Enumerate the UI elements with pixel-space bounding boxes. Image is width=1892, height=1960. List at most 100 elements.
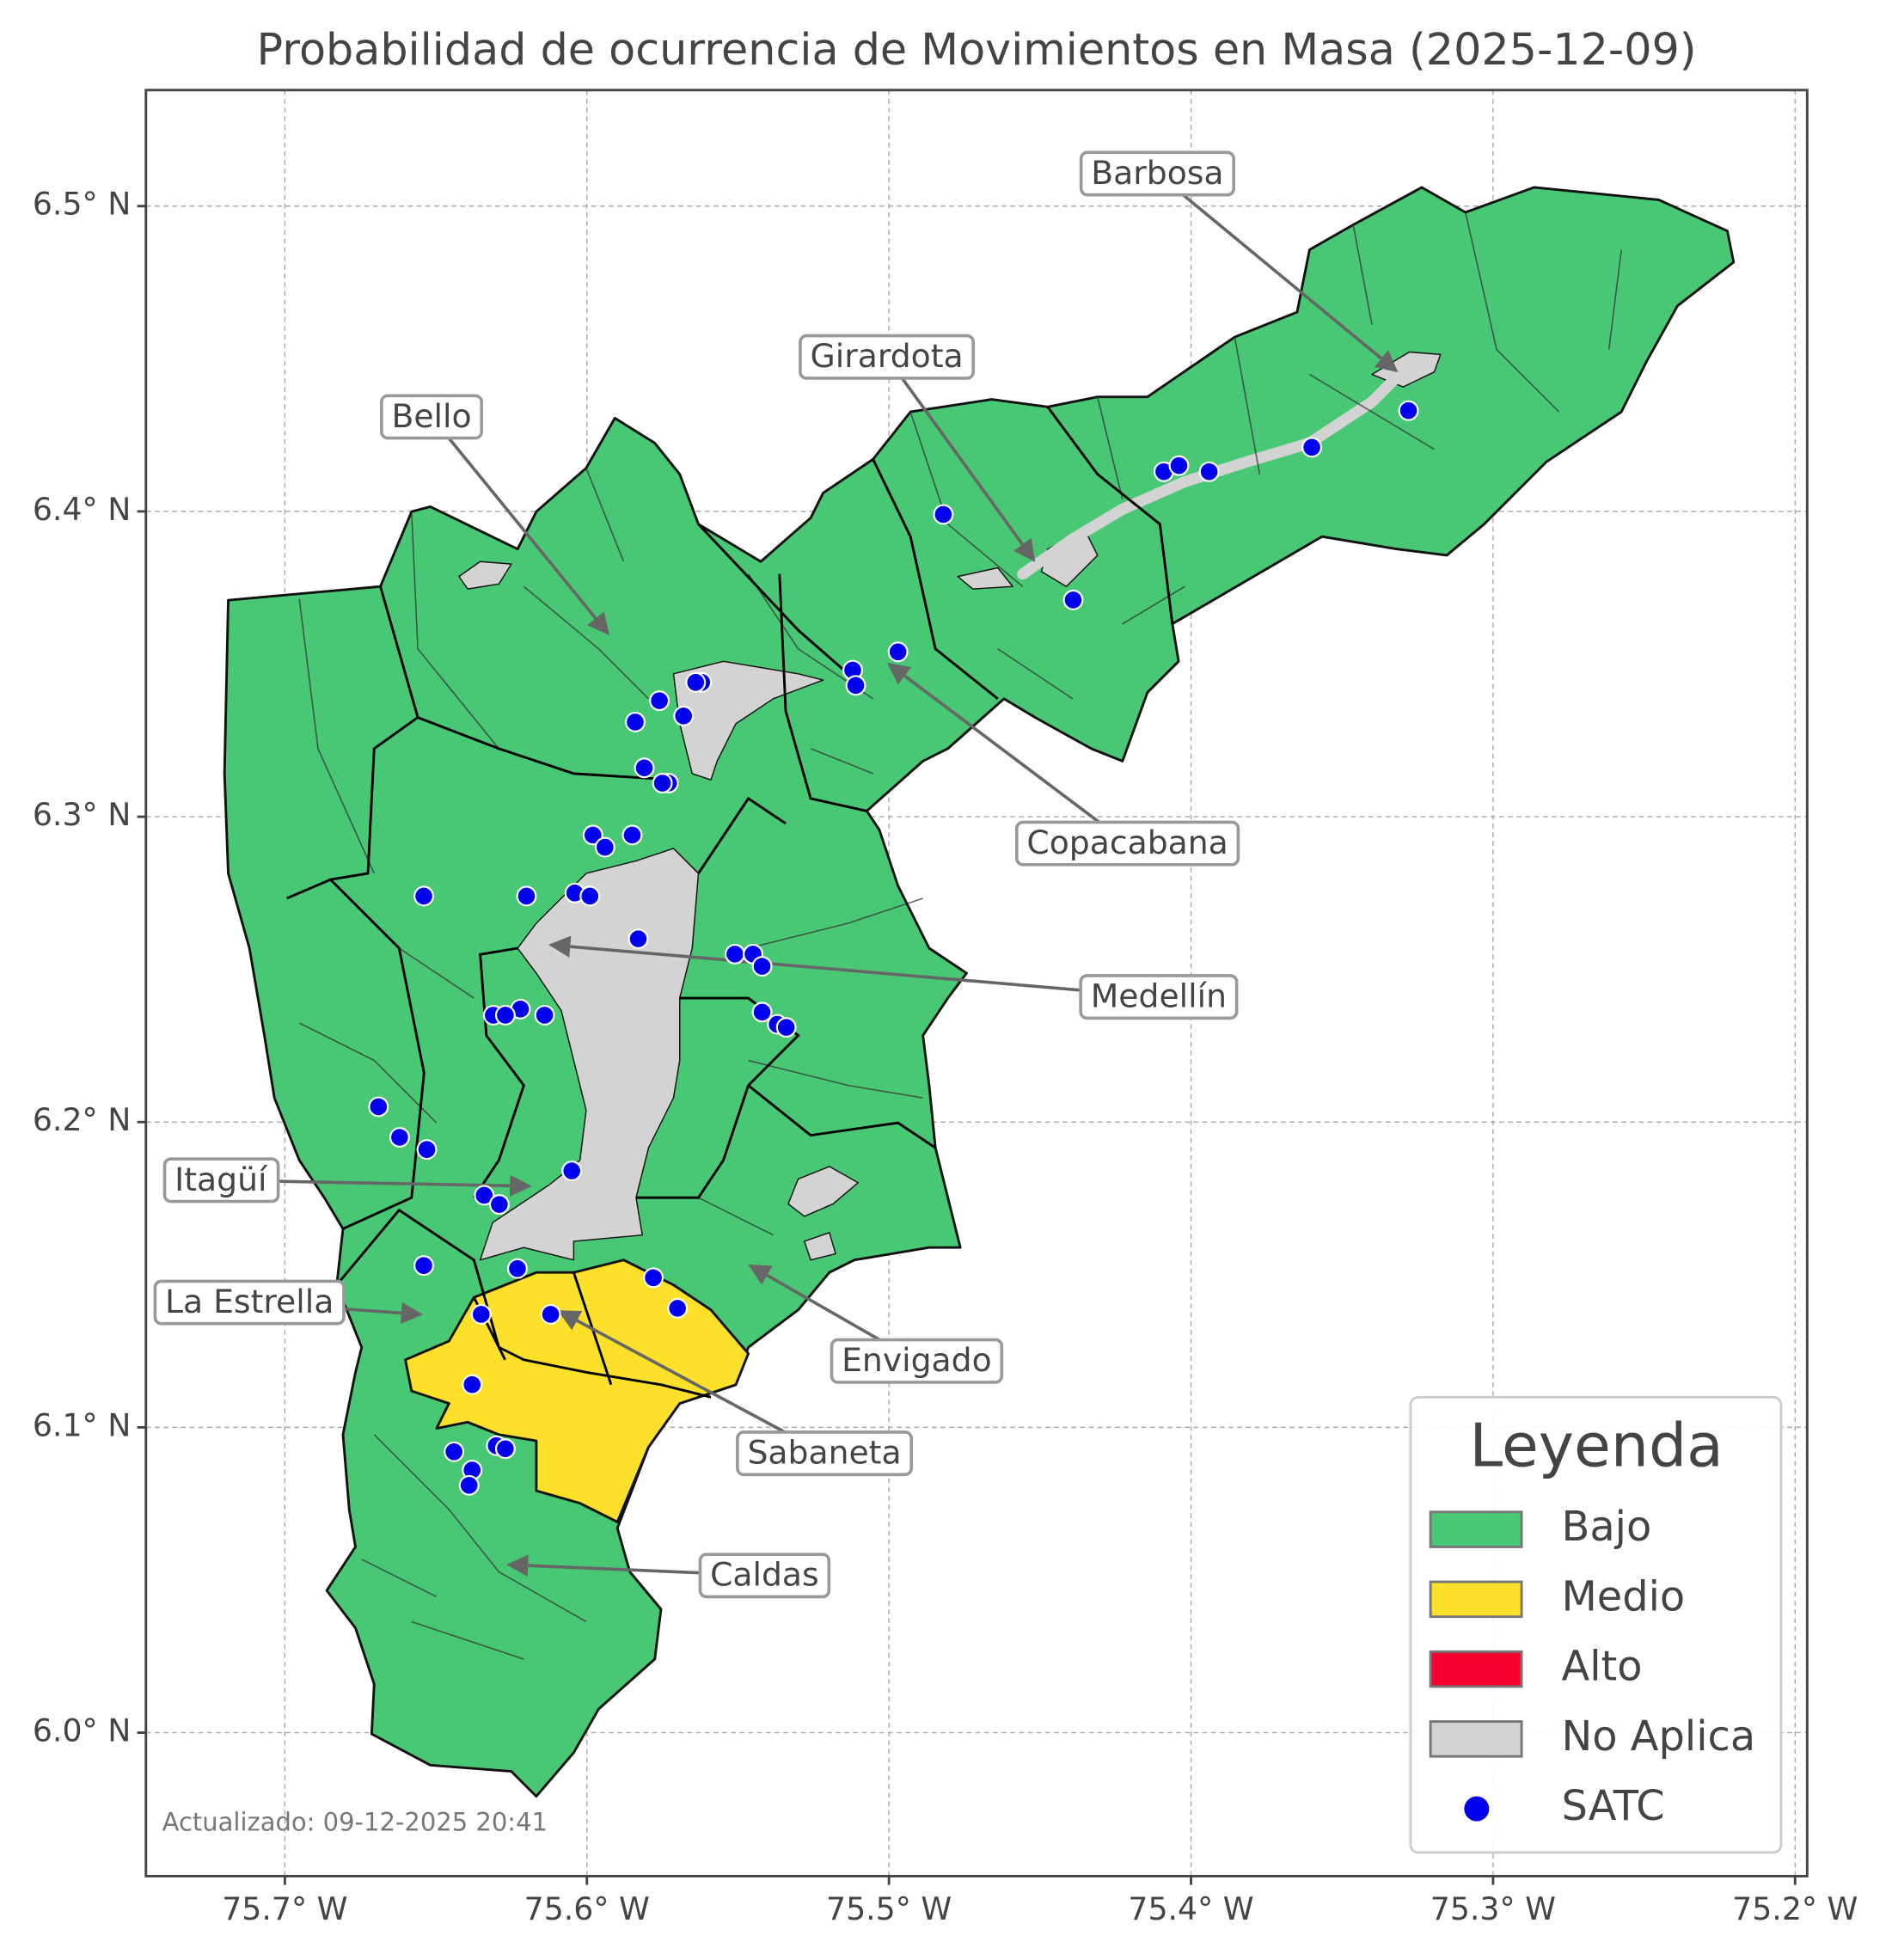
annotation-box	[799, 334, 976, 380]
annotation-arrow	[885, 356, 1036, 562]
legend-title: Leyenda	[1469, 1411, 1723, 1480]
legend-swatch	[1429, 1580, 1523, 1619]
footer-note: Actualizado: 09-12-2025 20:41	[162, 1808, 548, 1837]
satc-point	[652, 773, 673, 793]
legend-label: Bajo	[1562, 1504, 1652, 1551]
satc-point	[444, 1441, 465, 1462]
y-tick-label: 6.0° N	[33, 1712, 131, 1749]
annotation-box	[1014, 820, 1240, 867]
satc-point	[534, 1004, 555, 1026]
satc-point	[413, 885, 434, 907]
annotation-label: La Estrella	[165, 1283, 334, 1320]
satc-point	[1301, 437, 1323, 458]
satc-point	[724, 943, 745, 965]
map-frame	[144, 89, 1809, 1877]
annotation-label: Itagüí	[175, 1161, 268, 1198]
satc-point	[685, 671, 707, 693]
satc-point	[389, 1127, 410, 1148]
satc-point	[1198, 461, 1220, 482]
annotation-label: Caldas	[710, 1556, 819, 1594]
annotation-arrow	[557, 1309, 825, 1455]
y-tick-label: 6.4° N	[33, 491, 131, 528]
y-tick-label: 6.1° N	[33, 1406, 131, 1443]
annotation-box	[1079, 150, 1235, 197]
satc-point	[561, 1161, 583, 1182]
satc-point	[1062, 589, 1084, 610]
annotation-label: Bello	[391, 397, 471, 435]
satc-point	[462, 1374, 483, 1395]
x-tick-label: 75.2° W	[1732, 1890, 1858, 1927]
legend-label: SATC	[1562, 1783, 1665, 1830]
satc-point	[470, 1304, 492, 1325]
annotation-label: Envigado	[842, 1341, 992, 1379]
annotation-arrow	[1156, 172, 1399, 373]
annotation-box	[162, 1157, 280, 1204]
annotation-box	[153, 1279, 346, 1326]
satc-point	[506, 1258, 528, 1279]
satc-point	[751, 1001, 773, 1023]
annotation-arrow	[548, 935, 1160, 999]
satc-point	[1398, 400, 1419, 421]
satc-point	[643, 1267, 664, 1289]
x-tick-label: 75.3° W	[1430, 1890, 1556, 1927]
satc-point	[628, 928, 649, 950]
axes: 75.7° W 75.6° W 75.5° W 75.4° W 75.3° W 75.2°…	[33, 186, 1858, 1927]
annotation-labels: Barbosa Girardota Bello Copacabana Medellín I…	[153, 150, 1240, 1599]
x-tick-label: 75.7° W	[222, 1890, 347, 1927]
satc-point	[634, 757, 655, 779]
satc-point	[667, 1297, 689, 1319]
annotation-box	[698, 1553, 831, 1599]
satc-point	[775, 1017, 797, 1038]
legend-swatch	[1429, 1720, 1523, 1758]
satc-point	[649, 690, 670, 712]
satc-point	[488, 1194, 510, 1216]
annotation-arrow	[430, 415, 609, 635]
annotation-box	[736, 1430, 914, 1477]
satc-point	[594, 836, 615, 858]
region-no-aplica	[458, 351, 1442, 1261]
satc-point	[751, 956, 773, 977]
district-lines	[298, 211, 1622, 1660]
satc-point	[368, 1096, 389, 1118]
x-tick-label: 75.6° W	[524, 1890, 650, 1927]
annotation-label: Medellín	[1091, 977, 1227, 1015]
annotation-box	[830, 1338, 1004, 1384]
y-tick-label: 6.2° N	[33, 1101, 131, 1138]
satc-point	[458, 1474, 480, 1496]
legend-label: Alto	[1562, 1644, 1643, 1691]
annotation-box	[1079, 974, 1239, 1020]
satc-point	[413, 1255, 434, 1277]
satc-point	[621, 824, 643, 846]
satc-point	[625, 711, 646, 732]
annotation-label: Girardota	[811, 337, 964, 375]
satc-point	[887, 641, 909, 663]
satc-point	[845, 675, 866, 696]
map-title: Probabilidad de ocurrencia de Movimiento…	[256, 24, 1696, 75]
satc-point	[494, 1438, 516, 1460]
legend-swatch	[1429, 1650, 1523, 1688]
y-tick-label: 6.5° N	[33, 186, 131, 223]
legend-swatch	[1429, 1510, 1523, 1548]
y-tick-label: 6.3° N	[33, 796, 131, 833]
annotation-label: Copacabana	[1026, 824, 1228, 861]
legend-label: Medio	[1562, 1573, 1686, 1620]
satc-point	[474, 1185, 495, 1206]
region-no-aplica	[479, 848, 700, 1261]
x-tick-label: 75.5° W	[826, 1890, 952, 1927]
satc-point	[540, 1304, 561, 1325]
legend: Leyenda Bajo Medio Alto No Aplica SATC	[1409, 1395, 1783, 1854]
satc-point	[673, 705, 695, 726]
legend-label: No Aplica	[1562, 1713, 1756, 1761]
annotation-label: Barbosa	[1091, 154, 1223, 192]
satc-point	[582, 824, 603, 846]
annotation-label: Sabaneta	[747, 1434, 901, 1472]
satc-point	[1168, 455, 1190, 476]
satc-point	[516, 885, 537, 907]
regions	[223, 186, 1736, 1798]
annotation-arrow	[887, 662, 1129, 845]
x-tick-label: 75.4° W	[1128, 1890, 1253, 1927]
satc-point	[494, 1004, 516, 1026]
annotation-box	[380, 394, 483, 440]
legend-marker	[1464, 1796, 1490, 1822]
